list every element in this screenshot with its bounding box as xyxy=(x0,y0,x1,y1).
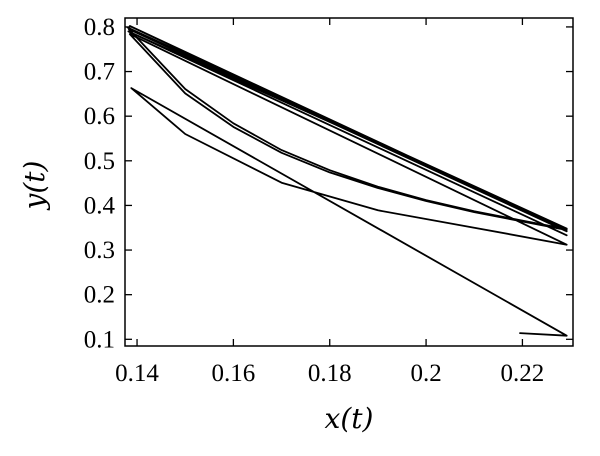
series-layer xyxy=(126,25,568,337)
x-tick-label: 0.22 xyxy=(501,360,545,387)
y-axis-label: y(t) xyxy=(18,161,51,212)
y-tick-label: 0.3 xyxy=(84,237,115,264)
x-axis-label: x(t) xyxy=(325,402,374,435)
x-tick-label: 0.16 xyxy=(212,360,256,387)
x-tick-label: 0.2 xyxy=(410,360,441,387)
trajectory-line xyxy=(126,25,568,337)
y-tick-label: 0.4 xyxy=(84,192,116,219)
plot-frame xyxy=(124,17,574,347)
y-tick-label: 0.7 xyxy=(84,59,115,86)
y-axis-ticks: 0.1 0.2 0.3 0.4 0.5 0.6 0.7 0.8 xyxy=(84,14,573,353)
x-tick-label: 0.18 xyxy=(308,360,352,387)
y-tick-label: 0.6 xyxy=(84,103,115,130)
y-tick-label: 0.5 xyxy=(84,148,115,175)
y-tick-label: 0.2 xyxy=(84,282,115,309)
x-tick-label: 0.14 xyxy=(115,360,159,387)
y-tick-label: 0.8 xyxy=(84,14,115,41)
y-tick-label: 0.1 xyxy=(84,326,115,353)
x-axis-ticks: 0.14 0.16 0.18 0.2 0.22 xyxy=(115,18,544,387)
